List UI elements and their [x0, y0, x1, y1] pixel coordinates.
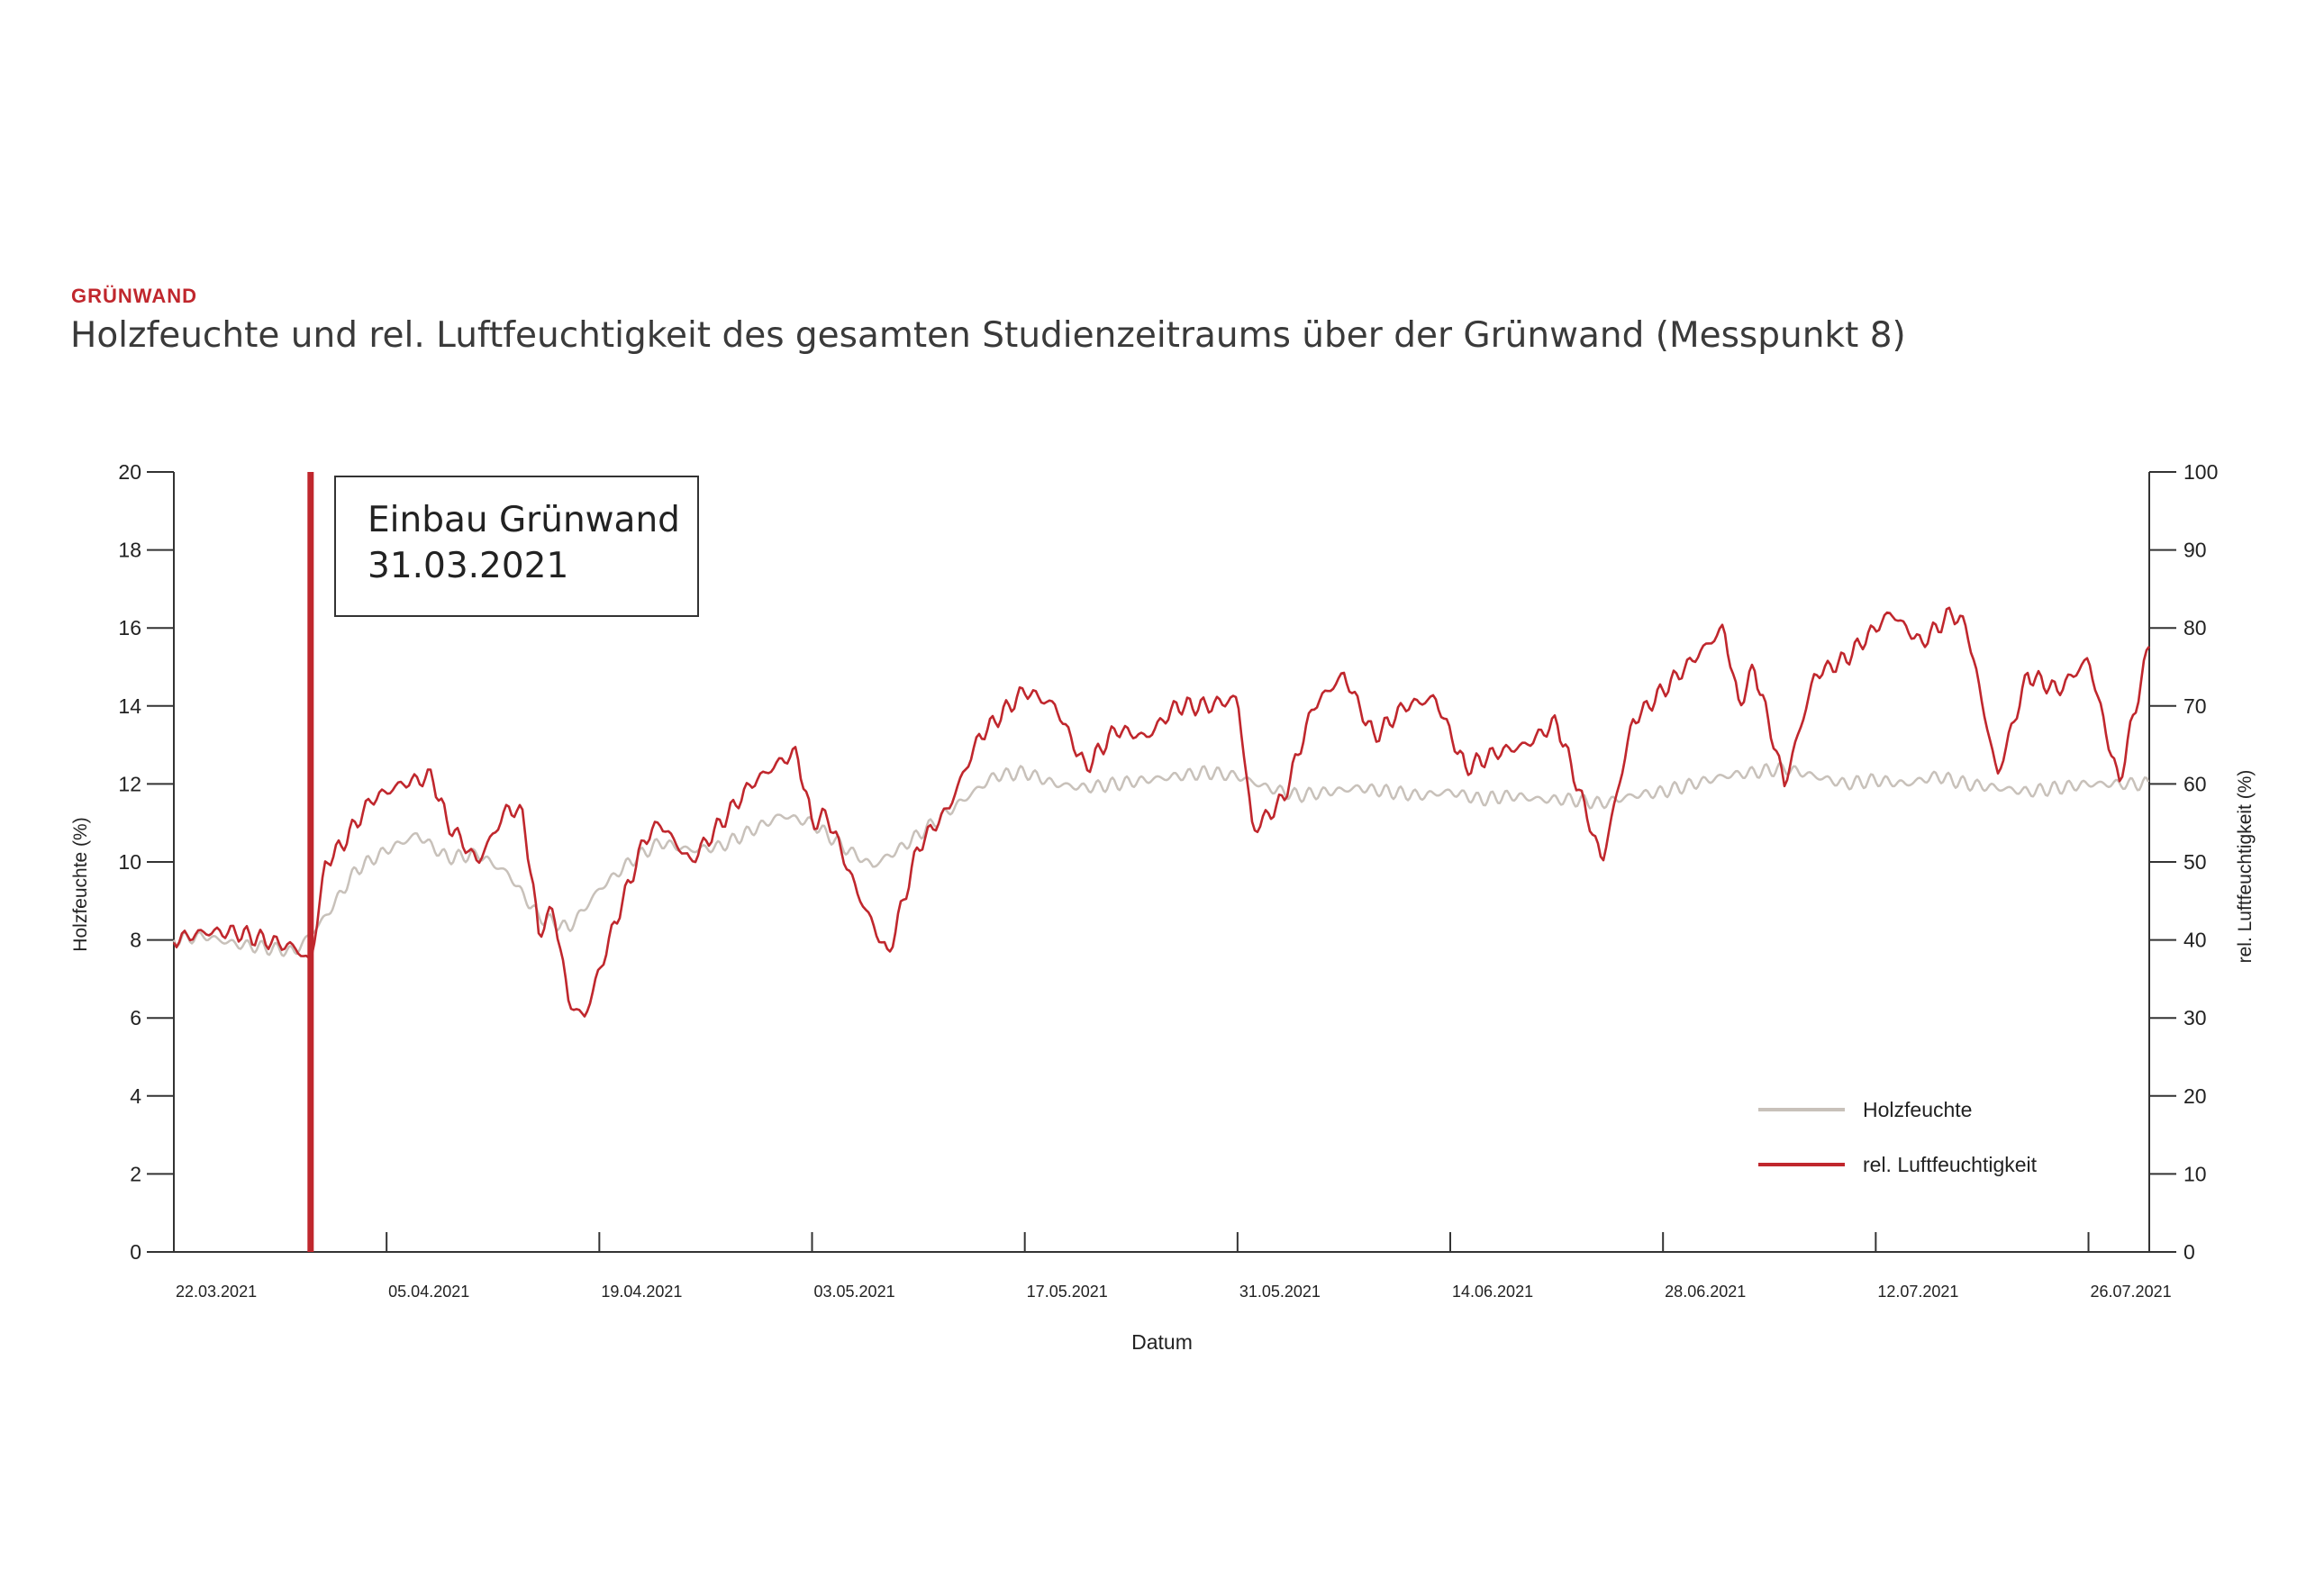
x-axis-label: Datum	[1131, 1330, 1193, 1354]
chart-title: Holzfeuchte und rel. Luftfeuchtigkeit de…	[70, 315, 1906, 356]
y-axis-label-right: rel. Luftfeuchtigkeit (%)	[2235, 770, 2256, 964]
axes-group: 0 2 4 6 8 10 12 14 16 18 20 0 10 20 30 40 50 60 70 80 90 100 2…	[118, 460, 2218, 1301]
x-tick-label: 12.07.2021	[1877, 1283, 1958, 1301]
legend-label-holzfeuchte: Holzfeuchte	[1863, 1098, 1972, 1121]
annotation-text-line1: Einbau Grünwand	[368, 500, 680, 540]
y-tick-label-left: 14	[118, 694, 141, 718]
y-tick-label-right: 70	[2183, 694, 2207, 718]
x-tick-label: 17.05.2021	[1027, 1283, 1108, 1301]
x-tick-label: 03.05.2021	[814, 1283, 895, 1301]
y-tick-label-left: 18	[118, 539, 141, 562]
x-tick-label: 14.06.2021	[1452, 1283, 1533, 1301]
chart-kicker: GRÜNWAND	[71, 285, 197, 307]
x-tick-label: 31.05.2021	[1239, 1283, 1321, 1301]
y-tick-label-right: 90	[2183, 539, 2207, 562]
legend-label-luftfeuchte: rel. Luftfeuchtigkeit	[1863, 1153, 2038, 1176]
y-axis-label-left: Holzfeuchte (%)	[70, 817, 91, 951]
y-tick-label-right: 60	[2183, 772, 2207, 795]
y-tick-label-right: 30	[2183, 1006, 2207, 1029]
series-line-holzfeuchte	[172, 761, 2150, 957]
y-tick-label-right: 50	[2183, 850, 2207, 874]
y-tick-label-left: 12	[118, 772, 141, 795]
y-tick-label-right: 20	[2183, 1084, 2207, 1108]
y-tick-label-right: 0	[2183, 1240, 2195, 1264]
annotation-group: Einbau Grünwand 31.03.2021	[307, 472, 699, 1252]
series-line-luftfeuchte	[172, 606, 2151, 1018]
y-tick-label-right: 10	[2183, 1162, 2207, 1185]
x-tick-label: 28.06.2021	[1665, 1283, 1746, 1301]
y-tick-label-left: 4	[130, 1084, 141, 1108]
y-tick-label-left: 20	[118, 460, 141, 484]
y-tick-label-left: 6	[130, 1006, 141, 1029]
series-group	[172, 606, 2151, 1018]
legend: Holzfeuchte rel. Luftfeuchtigkeit	[1758, 1098, 2038, 1176]
y-tick-label-left: 0	[130, 1240, 141, 1264]
y-tick-label-left: 10	[118, 850, 141, 874]
y-tick-label-left: 8	[130, 929, 141, 952]
x-tick-label: 26.07.2021	[2091, 1283, 2172, 1301]
annotation-box	[334, 476, 699, 617]
y-tick-label-right: 80	[2183, 616, 2207, 639]
y-tick-label-left: 16	[118, 616, 141, 639]
y-tick-label-right: 100	[2183, 460, 2218, 484]
annotation-text-line2: 31.03.2021	[368, 546, 568, 586]
x-tick-label: 05.04.2021	[388, 1283, 469, 1301]
x-tick-label: 22.03.2021	[176, 1283, 257, 1301]
y-tick-label-right: 40	[2183, 929, 2207, 952]
y-tick-label-left: 2	[130, 1162, 141, 1185]
x-tick-label: 19.04.2021	[601, 1283, 682, 1301]
